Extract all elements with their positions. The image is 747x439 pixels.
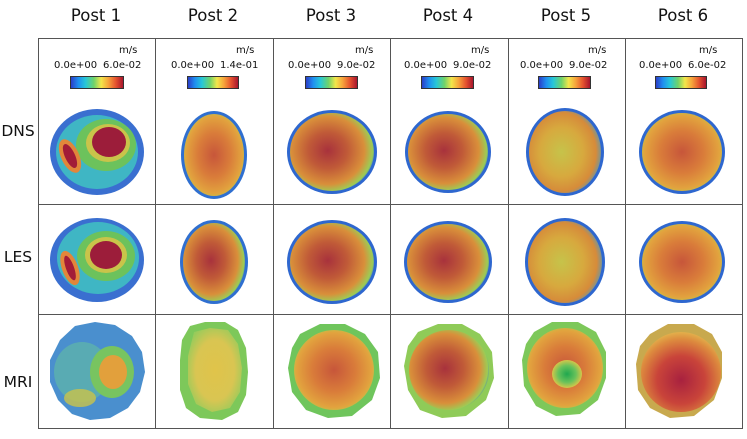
column-header-post-1: Post 1 — [70, 6, 122, 25]
dns-post-2-contour — [181, 111, 247, 199]
colorbar-min: 0.0e+00 — [54, 60, 98, 71]
colorbar-max: 1.4e-01 — [220, 60, 259, 71]
grid-lines — [38, 38, 743, 429]
dns-post-6-contour — [639, 110, 725, 194]
colorbar-min: 0.0e+00 — [639, 60, 683, 71]
mri-post-6-contour — [636, 324, 722, 418]
row-header-dns: DNS — [1, 122, 35, 140]
colorbar-min: 0.0e+00 — [404, 60, 448, 71]
column-header-post-5: Post 5 — [540, 6, 592, 25]
colorbar-unit: m/s — [236, 45, 255, 56]
dns-post-4-contour — [405, 111, 491, 193]
colorbar-gradient — [655, 76, 707, 89]
column-header-post-4: Post 4 — [422, 6, 474, 25]
row-header-les: LES — [3, 248, 33, 266]
colorbar-max: 9.0e-02 — [337, 60, 376, 71]
column-header-post-2: Post 2 — [187, 6, 239, 25]
colorbar-min: 0.0e+00 — [520, 60, 564, 71]
colorbar-gradient — [305, 76, 358, 89]
les-post-4-contour — [404, 221, 492, 303]
colorbar-max: 6.0e-02 — [688, 60, 727, 71]
colorbar-unit: m/s — [355, 45, 374, 56]
colorbar-unit: m/s — [588, 45, 607, 56]
colorbar-gradient — [421, 76, 474, 89]
dns-post-3-contour — [287, 110, 377, 194]
les-post-1-contour — [50, 218, 144, 302]
colorbar-unit: m/s — [119, 45, 138, 56]
colorbar-unit: m/s — [471, 45, 490, 56]
colorbar-gradient — [70, 76, 124, 89]
column-header-post-3: Post 3 — [305, 6, 357, 25]
colorbar-min: 0.0e+00 — [288, 60, 332, 71]
mri-post-5-contour — [522, 322, 606, 416]
colorbar-gradient — [187, 76, 239, 89]
colorbar-min: 0.0e+00 — [171, 60, 215, 71]
les-post-6-contour — [639, 221, 725, 303]
colorbar-gradient — [538, 76, 591, 89]
colorbar-max: 9.0e-02 — [453, 60, 492, 71]
mri-post-1-contour — [50, 322, 145, 420]
colorbar-max: 6.0e-02 — [103, 60, 142, 71]
mri-post-2-contour — [180, 322, 248, 420]
column-header-post-6: Post 6 — [657, 6, 709, 25]
mri-post-3-contour — [288, 324, 380, 418]
les-post-2-contour — [180, 220, 248, 304]
mri-post-4-contour — [404, 324, 494, 418]
row-header-mri: MRI — [3, 373, 33, 391]
les-post-3-contour — [287, 220, 377, 304]
dns-post-1-contour — [50, 109, 144, 195]
dns-post-5-contour — [526, 108, 604, 196]
les-post-5-contour — [525, 218, 605, 306]
colorbar-max: 9.0e-02 — [569, 60, 608, 71]
colorbar-unit: m/s — [699, 45, 718, 56]
